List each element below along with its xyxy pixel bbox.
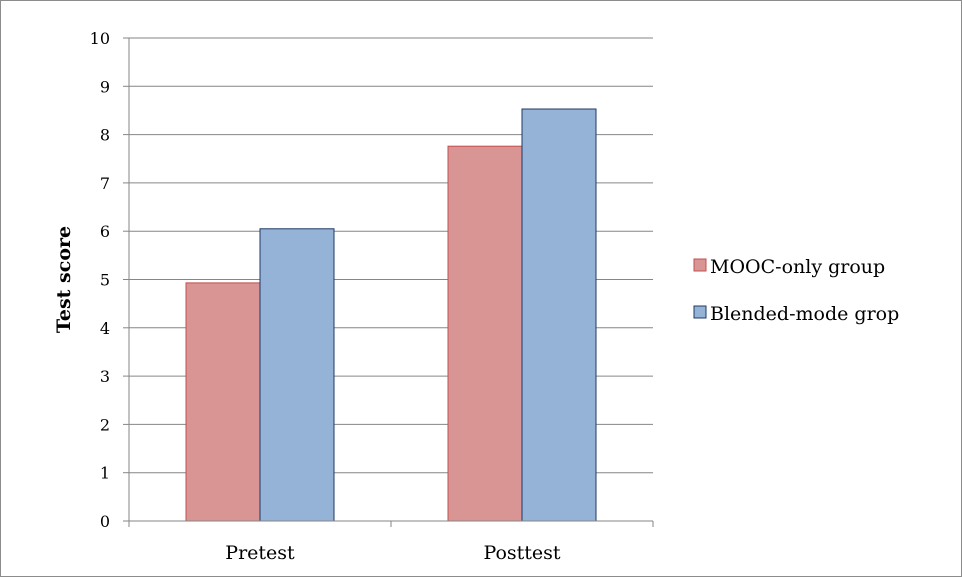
- y-tick-label: 5: [100, 271, 110, 290]
- bar-blended-mode-pretest: [259, 228, 335, 522]
- bar-mooc-only-posttest: [447, 145, 523, 522]
- legend-swatch: [693, 258, 707, 272]
- y-tick-label: 2: [100, 415, 110, 434]
- y-tick-label: 7: [100, 174, 110, 193]
- legend-label: MOOC-only group: [710, 256, 885, 278]
- y-tick-label: 1: [100, 464, 110, 483]
- y-tick-label: 10: [90, 29, 110, 48]
- x-axis: Pretest Posttest: [128, 520, 654, 564]
- y-tick-label: 3: [100, 367, 110, 386]
- x-tick-label: Pretest: [225, 542, 295, 564]
- y-tick-label: 8: [100, 126, 110, 145]
- legend-label: Blended-mode grop: [710, 303, 899, 325]
- y-tick-label: 9: [100, 77, 110, 96]
- y-axis-title: Test score: [53, 226, 75, 333]
- x-tick-label: Posttest: [483, 542, 560, 564]
- y-axis: 0 1 2 3 4 5 6 7 8 9 10: [90, 29, 130, 531]
- y-tick-label: 0: [100, 512, 110, 531]
- bar-mooc-only-pretest: [185, 282, 261, 522]
- bars: [185, 108, 597, 522]
- y-tick-label: 6: [100, 222, 110, 241]
- legend-swatch: [693, 305, 707, 319]
- bar-blended-mode-posttest: [521, 108, 597, 522]
- legend: MOOC-only group Blended-mode grop: [693, 256, 899, 325]
- y-tick-label: 4: [100, 319, 110, 338]
